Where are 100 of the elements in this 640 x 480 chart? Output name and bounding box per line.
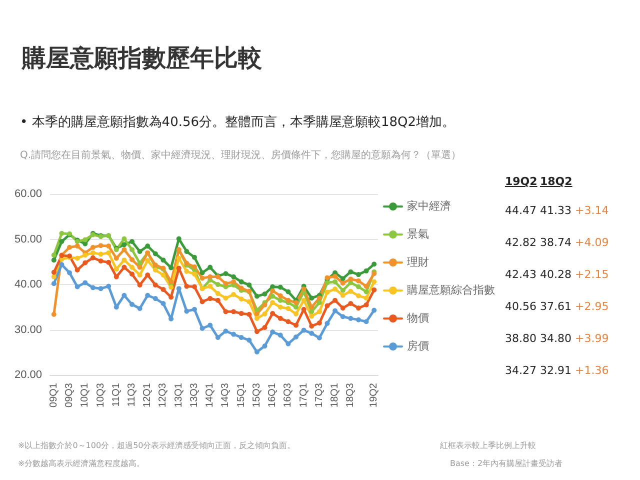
point [262,344,268,349]
point [106,260,112,265]
point [294,322,298,328]
point [278,293,283,298]
point [324,320,330,326]
point [122,242,127,248]
point [238,279,244,284]
x-tick-label: 14Q1 [204,382,216,408]
point [294,311,298,316]
point [356,317,361,322]
x-tick-label: 09Q3 [64,382,76,408]
point [208,296,213,302]
point [356,278,361,284]
point [98,243,104,248]
text: 紅框表示較上季比例上升較 [440,440,536,451]
point [130,247,134,252]
x-tick-label: 13Q1 [173,382,184,408]
point [340,306,346,311]
point [364,284,369,289]
point [130,239,134,244]
point [59,230,64,236]
point [348,276,354,282]
point [372,287,377,292]
point [114,256,119,261]
point [74,256,80,261]
text: 34.80 [540,332,572,345]
point [231,292,236,297]
text: 42.43 [505,268,536,281]
point [348,316,354,321]
point [145,244,150,249]
point [301,328,306,333]
point [364,296,369,301]
text: +4.09 [575,236,609,249]
point [168,279,174,284]
point [286,319,291,324]
point [145,272,150,278]
point [262,292,268,296]
x-tick-label: 16Q3 [282,382,294,408]
point [356,306,361,311]
point [270,300,276,306]
x-tick-label: 16Q1 [267,382,278,408]
point [309,314,314,319]
x-tick-label: 12Q1 [142,382,154,408]
text: +3.14 [575,204,609,217]
point [137,248,142,254]
text: ※分數越高表示經濟滿意程度越高。 [18,458,145,469]
point [215,291,220,296]
point [223,271,228,276]
point [51,258,56,263]
point [106,244,112,249]
point [51,312,56,317]
point [270,294,276,299]
x-tick-label: 17Q1 [298,382,310,408]
point [286,298,291,303]
point [332,298,338,303]
point [316,296,322,301]
point [106,284,112,289]
point [74,284,80,290]
point [51,252,56,258]
point [160,258,166,263]
point [130,302,134,307]
point [238,334,244,340]
point [348,301,354,306]
legend-label: 理財 [407,256,429,268]
x-tick-label: 17Q3 [314,382,325,408]
point [106,250,112,256]
point [98,258,104,264]
point [231,279,236,284]
point [208,322,213,328]
point [309,324,314,329]
point [82,237,88,242]
x-tick-label: 11Q1 [110,382,122,407]
legend-label: 購屋意願綜合指數 [407,284,495,296]
point [372,262,377,267]
x-tick-label: 13Q3 [188,382,200,408]
point [324,280,330,286]
x-tick-label: 09Q1 [48,382,60,408]
point [51,281,56,286]
text: Base：2年內有購屋計畫受訪者 [450,458,563,469]
point [356,293,361,298]
point [332,286,338,292]
point [246,312,252,317]
point [356,272,361,278]
point [278,284,283,290]
point [364,268,369,274]
point [364,302,369,308]
point [74,244,80,249]
point [200,299,205,304]
point [286,341,291,346]
point [168,284,174,290]
point [51,270,56,275]
point [67,270,72,276]
point [254,329,260,334]
point [332,274,338,279]
point [324,290,330,295]
point [348,288,354,294]
point [192,264,197,270]
point [215,282,220,287]
text: 37.61 [540,300,572,313]
text: 40.56 [505,300,536,313]
